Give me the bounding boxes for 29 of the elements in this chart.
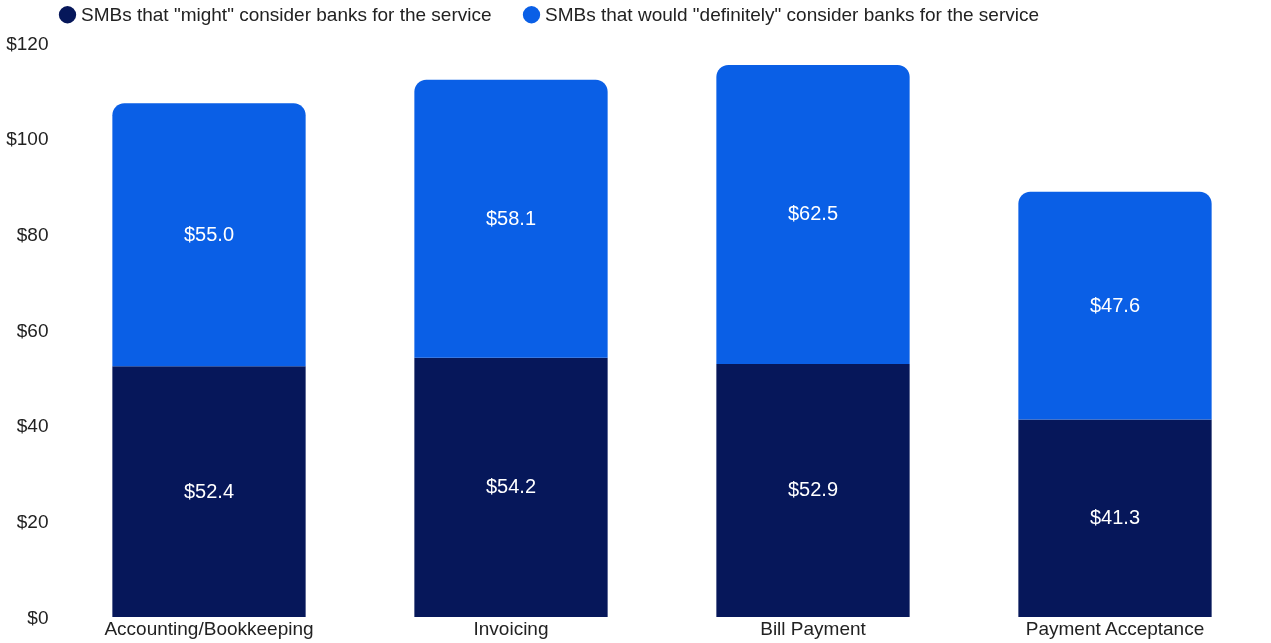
bar <box>1018 191 1212 420</box>
data-label: $41.3 <box>1089 506 1141 529</box>
x-tick-label: Payment Acceptance <box>1025 617 1205 639</box>
bar <box>414 357 608 617</box>
x-tick-label: Accounting/Bookkeeping <box>104 617 314 639</box>
y-tick-label: $100 <box>6 128 49 150</box>
x-tick-label: Invoicing <box>473 617 549 639</box>
bar <box>112 366 306 617</box>
y-tick-label: $40 <box>16 415 49 437</box>
data-label: $58.1 <box>485 206 537 229</box>
y-tick-label: $60 <box>16 319 49 341</box>
y-tick-label: $0 <box>27 606 49 628</box>
bar <box>112 103 306 367</box>
data-label: $54.2 <box>485 475 537 498</box>
bar <box>716 363 910 617</box>
y-tick-label: $20 <box>16 510 49 532</box>
y-tick-label: $80 <box>16 223 49 245</box>
data-label: $47.6 <box>1089 293 1141 316</box>
legend-label: SMBs that "might" consider banks for the service <box>81 3 492 25</box>
data-label: $62.5 <box>787 202 839 225</box>
bar <box>716 65 910 364</box>
legend-label: SMBs that would "definitely" consider banks for the service <box>545 3 1039 25</box>
y-tick-label: $120 <box>6 32 49 54</box>
data-label: $52.9 <box>787 478 839 501</box>
data-label: $55.0 <box>183 222 235 245</box>
bar <box>414 79 608 358</box>
data-label: $52.4 <box>183 479 235 502</box>
x-tick-label: Bill Payment <box>760 617 867 639</box>
bar <box>1018 419 1212 617</box>
